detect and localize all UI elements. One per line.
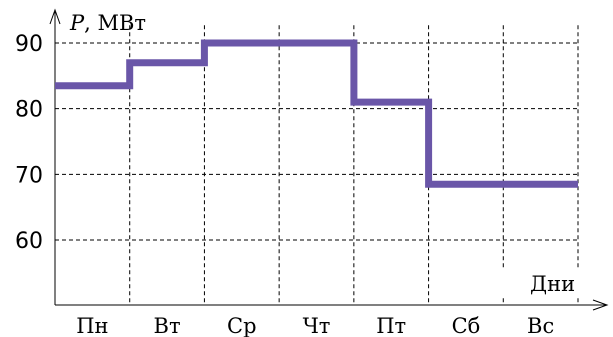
- x-axis-label: Дни: [530, 272, 575, 296]
- y-tick-label: 60: [15, 229, 43, 254]
- y-tick-labels: 60 70 80 90: [15, 32, 43, 254]
- x-axis-arrow: [592, 299, 609, 311]
- y-axis-label: P, МВт: [69, 11, 146, 35]
- x-tick-label: Чт: [303, 314, 331, 337]
- y-axis-arrow: [49, 8, 61, 25]
- y-tick-label: 90: [15, 32, 43, 57]
- axes: [49, 8, 609, 311]
- y-tick-label: 70: [15, 163, 43, 188]
- x-tick-labels: Пн Вт Ср Чт Пт Сб Вс: [76, 314, 554, 337]
- y-tick-label: 80: [15, 98, 43, 123]
- x-tick-label: Вс: [527, 314, 554, 337]
- x-axis-label-background: [500, 268, 580, 298]
- x-tick-label: Пт: [376, 314, 406, 337]
- x-tick-label: Сб: [452, 314, 481, 337]
- x-tick-label: Пн: [76, 314, 108, 337]
- y-axis-unit: , МВт: [84, 11, 146, 35]
- power-series-line: [55, 39, 578, 188]
- x-tick-label: Ср: [227, 314, 257, 337]
- grid-lines: [55, 25, 579, 305]
- y-axis-symbol: P: [69, 11, 85, 35]
- x-tick-label: Вт: [154, 314, 181, 337]
